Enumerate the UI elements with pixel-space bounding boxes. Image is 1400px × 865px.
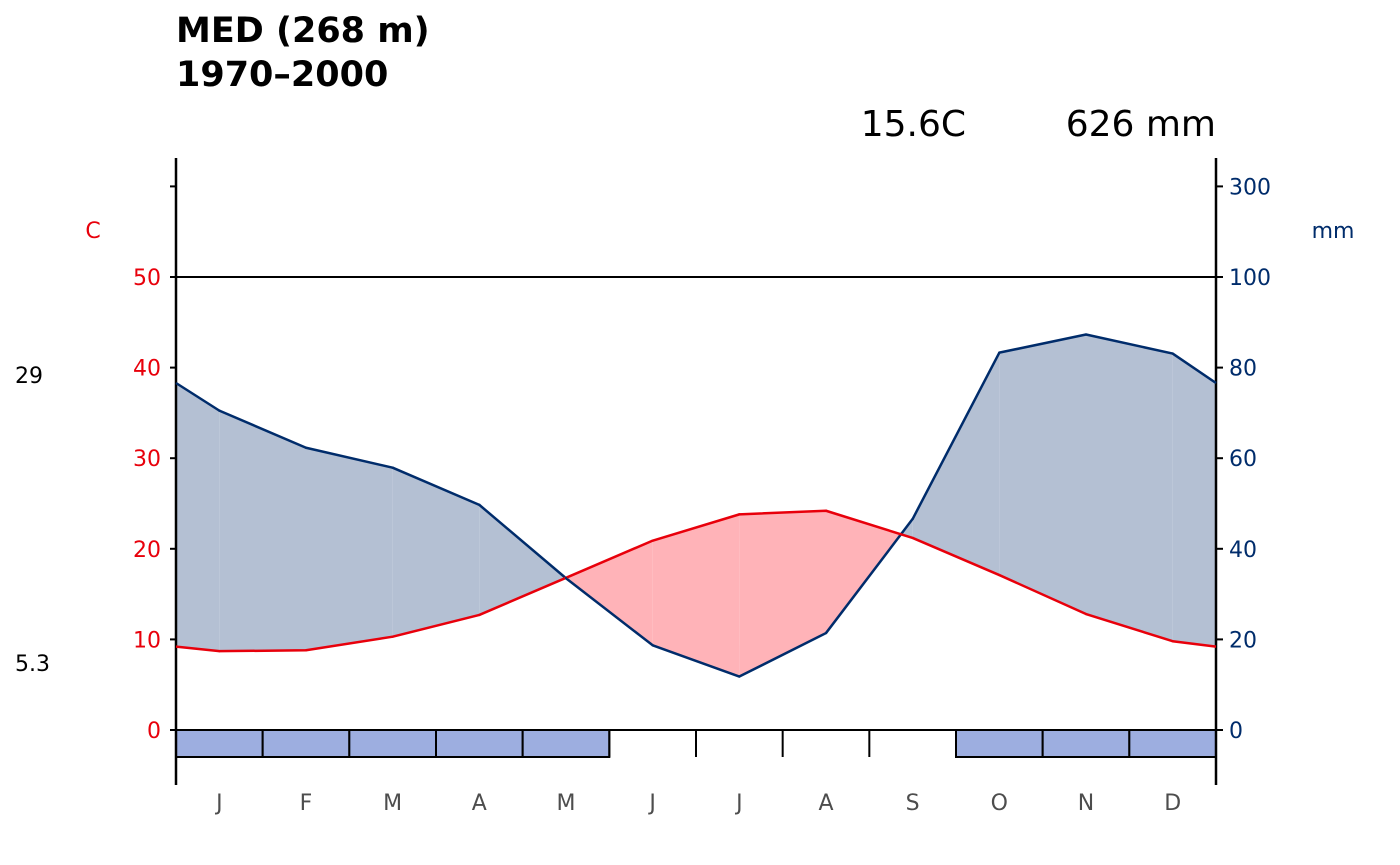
month-label: A <box>818 791 833 816</box>
humid-period-fill <box>219 410 306 652</box>
frost-month-box <box>955 729 1044 758</box>
precipitation-point <box>391 466 394 469</box>
temperature-line <box>175 509 1217 653</box>
dry-period-fill <box>739 510 826 677</box>
dry-period-fill <box>652 514 740 677</box>
precipitation-point <box>824 631 828 635</box>
month-label: M <box>557 791 576 816</box>
precipitation-point <box>218 409 221 412</box>
frost-month-box <box>521 729 611 758</box>
plot-area: 0 10 20 30 40 50 C 0 20 40 60 80 100 300 mm J F M A M J J A S O N… <box>85 158 1354 816</box>
left-axis-unit-label: C <box>85 219 100 244</box>
min-temperature-extreme: 5.3 <box>15 652 50 677</box>
precipitation-point <box>998 351 1001 354</box>
left-axis-tick-label: 0 <box>147 719 161 744</box>
right-axis-tick-label: 40 <box>1229 538 1257 563</box>
frost-month-box <box>435 729 524 758</box>
month-label: A <box>472 791 487 816</box>
mean-temperature-stat: 15.6C <box>861 104 966 145</box>
precipitation-point <box>911 517 914 521</box>
frost-month-box <box>261 729 351 758</box>
month-label: J <box>734 791 743 816</box>
max-temperature-extreme: 29 <box>15 364 43 389</box>
dry-period-fill <box>566 540 653 646</box>
month-label: J <box>647 791 656 816</box>
temperature-point <box>824 509 828 512</box>
precipitation-point <box>478 503 481 507</box>
month-label: F <box>300 791 313 816</box>
temperature-point <box>738 513 741 516</box>
humid-period-fill <box>306 447 393 651</box>
temperature-point <box>651 539 654 542</box>
right-axis-tick-label: 80 <box>1229 357 1257 382</box>
temperature-point <box>1084 612 1088 616</box>
right-axis-tick-label: 100 <box>1229 266 1271 291</box>
dry-period-fill <box>826 510 901 634</box>
left-axis-tick-label: 20 <box>133 538 161 563</box>
precipitation-point <box>564 577 568 580</box>
humid-period-fill <box>999 334 1086 615</box>
temperature-point <box>478 613 481 617</box>
humid-period-fill <box>912 352 1000 576</box>
humid-period-fill <box>479 504 566 615</box>
precipitation-point <box>651 644 654 647</box>
humid-period-fill <box>1172 353 1216 647</box>
temperature-point <box>304 649 308 652</box>
frost-month-box <box>1128 729 1218 758</box>
precipitation-point <box>1171 352 1174 355</box>
month-label: O <box>991 791 1008 816</box>
humid-period-fill <box>392 467 480 637</box>
right-axis-tick-label: 20 <box>1229 628 1257 653</box>
month-label: M <box>383 791 402 816</box>
precipitation-point <box>1084 333 1088 336</box>
humid-period-fill <box>1086 334 1173 642</box>
right-axis-tick-label: 60 <box>1229 447 1257 472</box>
left-axis-tick-label: 40 <box>133 357 161 382</box>
right-axis-unit-label: mm <box>1312 219 1355 244</box>
left-axis-tick-label: 30 <box>133 447 161 472</box>
frost-month-box <box>175 729 264 758</box>
precipitation-line <box>175 333 1217 678</box>
frost-month-box <box>1041 729 1131 758</box>
left-axis-tick-label: 50 <box>133 266 161 291</box>
right-axis-tick-label: 300 <box>1229 175 1271 200</box>
chart-title-period: 1970–2000 <box>176 55 388 95</box>
annual-precipitation-stat: 626 mm <box>1066 104 1216 145</box>
month-label: J <box>214 791 223 816</box>
humid-period-fill <box>176 383 220 652</box>
right-axis-tick-label: 0 <box>1229 719 1243 744</box>
month-label: D <box>1164 791 1181 816</box>
temperature-point <box>911 536 914 540</box>
temperature-point <box>1171 640 1174 643</box>
temperature-point <box>218 649 221 653</box>
precipitation-point <box>304 446 308 449</box>
precipitation-point <box>738 675 741 678</box>
month-label: S <box>906 791 920 816</box>
month-label: N <box>1078 791 1094 816</box>
temperature-point <box>998 573 1001 577</box>
chart-title-station: MED (268 m) <box>176 11 430 51</box>
left-axis-tick-label: 10 <box>133 628 161 653</box>
frost-month-box <box>348 729 438 758</box>
temperature-point <box>391 635 394 638</box>
